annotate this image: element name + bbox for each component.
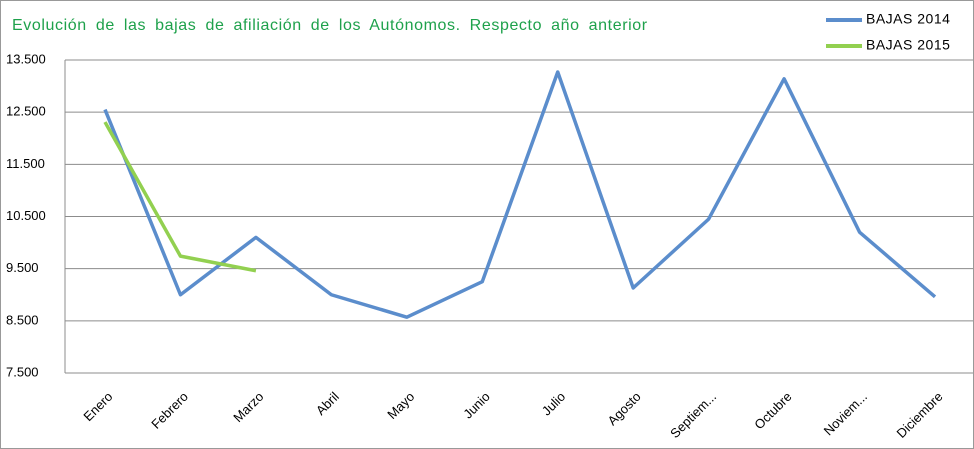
y-tick-label: 10.500 xyxy=(6,208,46,223)
line-series xyxy=(103,121,257,273)
y-tick-label: 7.500 xyxy=(6,364,39,379)
y-tick-label: 8.500 xyxy=(6,312,39,327)
y-tick-label: 11.500 xyxy=(6,156,45,171)
legend-label: BAJAS 2015 xyxy=(866,37,950,53)
y-tick-label: 13.500 xyxy=(6,51,46,66)
chart-title: Evolución de las bajas de afiliación de … xyxy=(12,17,648,34)
line-series xyxy=(103,70,937,319)
legend-label: BAJAS 2014 xyxy=(866,11,950,27)
y-tick-label: 12.500 xyxy=(6,104,46,119)
y-tick-label: 9.500 xyxy=(6,260,39,275)
